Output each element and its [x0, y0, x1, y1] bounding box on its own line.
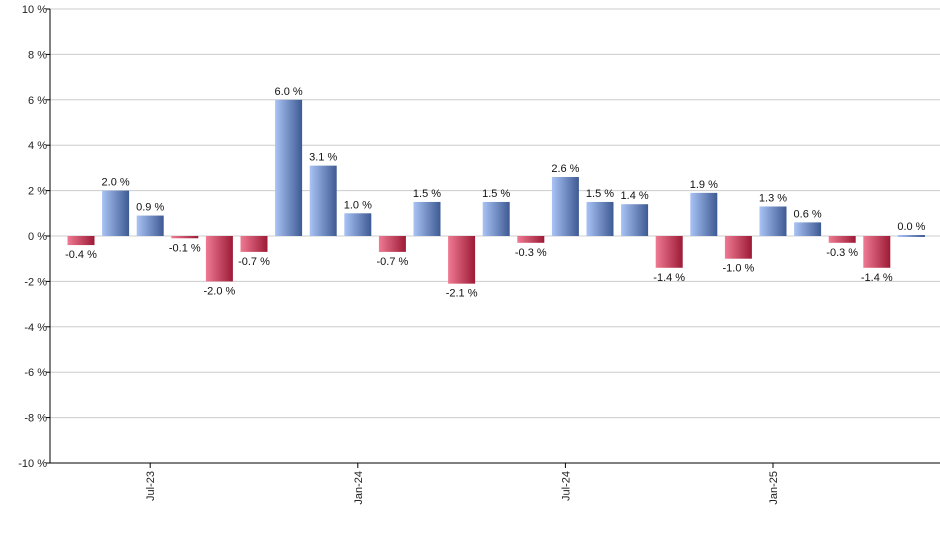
- bar-value-label: 2.6 %: [551, 163, 579, 175]
- bar-value-label: -0.4 %: [65, 249, 97, 261]
- x-tick-label: Jul-24: [560, 471, 572, 501]
- y-tick-label: 8 %: [28, 49, 47, 61]
- bar-value-label: -0.7 %: [238, 256, 270, 268]
- bar-positive: [621, 204, 649, 236]
- bars: [67, 99, 925, 284]
- bar-value-label: -0.1 %: [169, 242, 201, 254]
- x-tick-label: Jul-23: [145, 471, 157, 501]
- axes: 10 % 8 % 6 % 4 % 2 % 0 % -2 % -4 % -6 % -8 % -10 %…: [18, 4, 940, 505]
- y-tick-label: -4 %: [24, 322, 47, 334]
- bar-value-label: 0.0 %: [897, 221, 925, 233]
- y-tick-label: -2 %: [24, 276, 47, 288]
- y-tick-label: 10 %: [22, 4, 47, 16]
- bar-positive: [482, 201, 510, 236]
- bar-positive: [309, 165, 337, 236]
- bar-value-label: -2.0 %: [204, 285, 236, 297]
- bar-positive: [344, 213, 372, 236]
- y-tick-label: 4 %: [28, 140, 47, 152]
- x-tick-label: Jan-25: [768, 471, 780, 505]
- bar-value-label: -2.1 %: [446, 288, 478, 300]
- bar-negative: [378, 236, 406, 252]
- bar-value-label: -0.3 %: [515, 247, 547, 259]
- bar-negative: [517, 236, 545, 243]
- bar-value-label: 1.3 %: [759, 192, 787, 204]
- bar-negative: [171, 236, 199, 239]
- bar-value-label: -1.0 %: [723, 263, 755, 275]
- bar-positive: [794, 222, 822, 236]
- y-tick-label: 6 %: [28, 95, 47, 107]
- bar-value-label: 3.1 %: [309, 152, 337, 164]
- bar-value-label: 0.6 %: [794, 208, 822, 220]
- bar-negative: [863, 236, 891, 268]
- bar-value-label: 2.0 %: [102, 177, 130, 189]
- bar-positive: [586, 201, 614, 236]
- bar-value-label: 1.9 %: [690, 179, 718, 191]
- bar-positive: [136, 215, 164, 236]
- y-tick-label: 2 %: [28, 186, 47, 198]
- data-labels: -0.4 % 2.0 % 0.9 % -0.1 % -2.0 % -0.7 % 6.0 % 3…: [65, 86, 926, 300]
- bar-negative: [240, 236, 268, 252]
- bar-value-label: -0.7 %: [377, 256, 409, 268]
- bar-positive: [690, 192, 718, 236]
- bar-positive: [551, 176, 579, 236]
- bar-negative: [655, 236, 683, 268]
- bar-positive: [275, 99, 303, 236]
- y-tick-label: -8 %: [24, 413, 47, 425]
- y-tick-label: -10 %: [18, 458, 47, 470]
- bar-positive: [413, 201, 441, 236]
- bar-value-label: 6.0 %: [275, 86, 303, 98]
- bar-negative: [724, 236, 752, 259]
- bar-value-label: -1.4 %: [653, 272, 685, 284]
- bar-positive: [759, 206, 787, 236]
- x-tick-label: Jan-24: [353, 471, 365, 505]
- bar-value-label: 0.9 %: [136, 202, 164, 214]
- bar-positive: [102, 190, 130, 236]
- bar-value-label: -1.4 %: [861, 272, 893, 284]
- bar-value-label: 1.4 %: [621, 190, 649, 202]
- y-tick-label: 0 %: [28, 231, 47, 243]
- bar-negative: [448, 236, 476, 284]
- y-tick-label: -6 %: [24, 367, 47, 379]
- bar-value-label: -0.3 %: [826, 247, 858, 259]
- bar-value-label: 1.5 %: [586, 188, 614, 200]
- bar-value-label: 1.5 %: [482, 188, 510, 200]
- bar-value-label: 1.0 %: [344, 199, 372, 211]
- bar-value-label: 1.5 %: [413, 188, 441, 200]
- bar-negative: [67, 236, 95, 246]
- bar-negative: [205, 236, 233, 282]
- bar-negative: [828, 236, 856, 243]
- bar-positive: [897, 235, 925, 237]
